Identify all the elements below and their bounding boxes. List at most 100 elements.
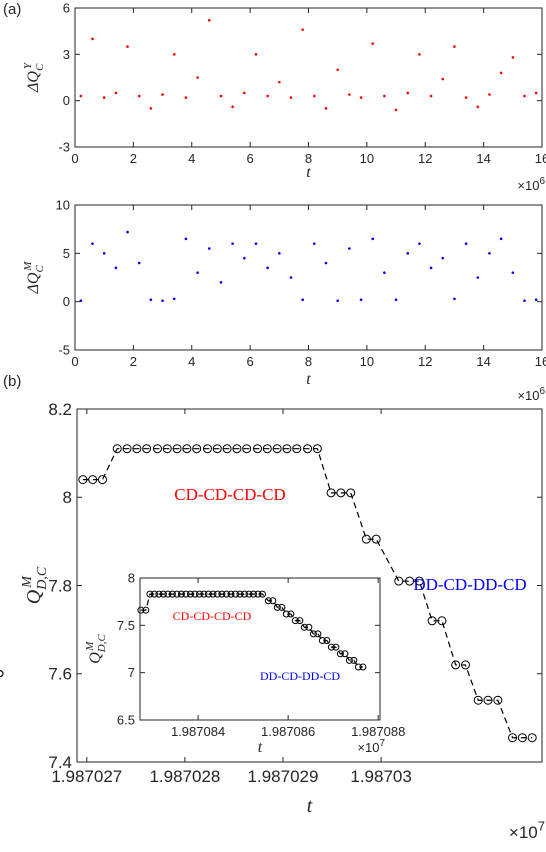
- data-point: [394, 298, 398, 302]
- data-marker: [88, 475, 98, 485]
- data-marker: [98, 475, 108, 485]
- data-line: [82, 448, 533, 739]
- y-axis-label: QD,CM: [84, 634, 108, 664]
- data-point: [172, 297, 176, 301]
- data-point: [511, 271, 515, 274]
- data-marker: [312, 444, 322, 454]
- data-marker: [168, 590, 176, 598]
- data-point: [266, 266, 269, 270]
- data-point: [289, 276, 293, 279]
- data-marker: [192, 444, 202, 454]
- data-marker: [222, 590, 230, 598]
- data-point: [348, 247, 351, 250]
- data-point: [336, 299, 339, 303]
- data-point: [534, 298, 538, 302]
- x-tick-label: 0: [71, 151, 78, 166]
- data-marker: [150, 590, 158, 598]
- data-marker: [527, 733, 537, 743]
- y-axis-label-base: ΔQ: [25, 272, 42, 294]
- data-marker: [232, 444, 242, 454]
- data-point: [359, 96, 363, 99]
- data-point: [114, 91, 118, 95]
- x-tick-label: 12: [418, 354, 432, 369]
- data-point: [476, 276, 480, 279]
- y-axis-label-sup: M: [20, 575, 35, 589]
- data-point: [429, 94, 433, 98]
- data-marker: [269, 597, 277, 605]
- data-point: [406, 252, 410, 255]
- x-tick-label: 6: [247, 354, 254, 369]
- data-marker: [300, 623, 308, 631]
- data-point: [453, 297, 456, 301]
- x-multiplier-base: ×10: [517, 388, 539, 403]
- data-point: [149, 298, 153, 302]
- data-marker: [336, 650, 344, 658]
- panel-label: (a): [3, 1, 21, 18]
- data-point: [406, 91, 410, 95]
- y-tick-label: 3: [63, 47, 70, 62]
- data-point: [511, 56, 515, 59]
- data-marker: [332, 643, 340, 651]
- data-marker: [142, 444, 152, 454]
- data-point: [231, 105, 234, 109]
- data-marker: [361, 534, 371, 544]
- x-multiplier: ×106: [517, 386, 545, 403]
- data-point: [231, 242, 234, 245]
- x-tick-label: 16: [535, 354, 546, 369]
- y-axis-label-sub: D,C: [35, 566, 50, 591]
- y-axis-label-sup: M: [84, 641, 96, 652]
- data-point: [313, 94, 316, 98]
- x-tick-label: 4: [188, 354, 195, 369]
- data-marker: [371, 534, 381, 544]
- data-point: [313, 242, 316, 245]
- data-point: [207, 247, 211, 250]
- data-marker: [437, 616, 447, 626]
- data-marker: [0, 670, 4, 678]
- data-marker: [173, 590, 181, 598]
- x-multiplier-base: ×10: [357, 740, 379, 755]
- x-tick-label: 1.987088: [351, 724, 405, 739]
- data-marker: [341, 650, 349, 658]
- data-point: [488, 93, 491, 96]
- x-axis-label: t: [306, 164, 311, 181]
- data-point: [254, 53, 258, 56]
- y-tick-label: 7.8: [48, 576, 72, 595]
- x-axis-label: t: [307, 795, 313, 817]
- data-marker: [414, 576, 424, 586]
- x-multiplier: ×107: [509, 818, 545, 842]
- data-marker: [303, 444, 313, 454]
- data-point: [126, 230, 129, 234]
- data-marker: [278, 603, 286, 611]
- plot-area: [140, 578, 380, 720]
- y-tick-label: 10: [56, 198, 70, 213]
- data-point: [137, 261, 141, 265]
- data-point: [91, 242, 94, 245]
- data-marker: [264, 597, 272, 605]
- data-marker: [209, 590, 217, 598]
- data-point: [126, 45, 129, 48]
- data-point: [207, 19, 211, 22]
- data-marker: [405, 576, 415, 586]
- data-point: [172, 53, 176, 56]
- data-marker: [204, 590, 212, 598]
- data-marker: [262, 444, 272, 454]
- y-tick-label: -5: [58, 343, 70, 358]
- y-axis-label-base: Q: [87, 652, 104, 664]
- data-point: [371, 42, 375, 45]
- y-tick-label: 6.5: [117, 713, 135, 728]
- data-point: [301, 298, 304, 302]
- data-point: [137, 94, 141, 98]
- y-axis-label: QD,CM: [20, 566, 50, 604]
- data-point: [219, 94, 223, 98]
- data-marker: [291, 617, 299, 625]
- data-point: [324, 261, 328, 265]
- data-point: [441, 77, 445, 81]
- data-marker: [212, 444, 222, 454]
- data-point: [102, 96, 106, 99]
- data-point: [488, 252, 491, 255]
- y-axis-label-sub: C: [34, 63, 46, 71]
- annotation: CD-CD-CD-CD: [174, 485, 285, 504]
- x-tick-label: 2: [130, 151, 137, 166]
- data-marker: [231, 590, 239, 598]
